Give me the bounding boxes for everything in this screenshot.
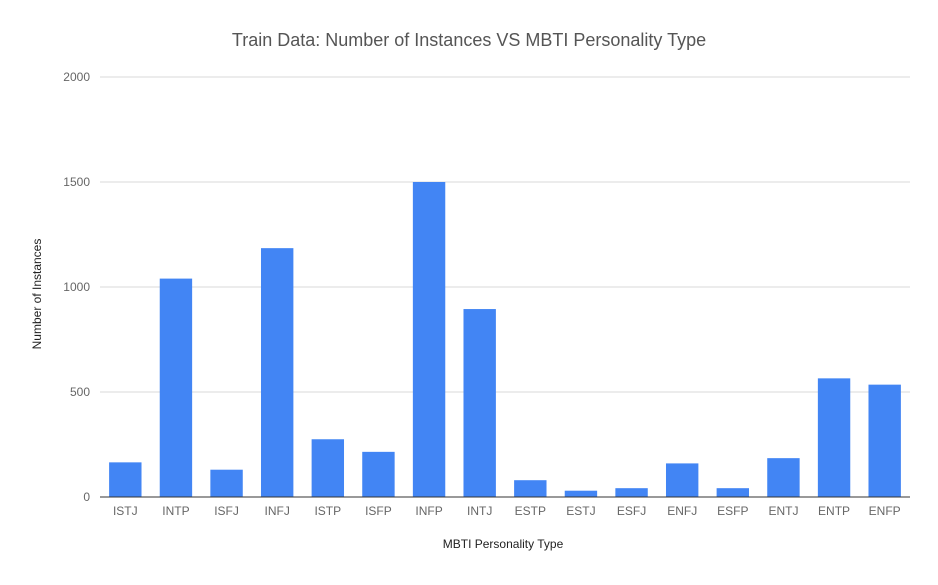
y-tick-label: 500: [70, 385, 90, 399]
bars: [109, 182, 901, 497]
bar-infp[interactable]: [412, 182, 446, 497]
x-tick-label: ESFP: [717, 504, 748, 518]
x-tick-label: ENFJ: [667, 504, 697, 518]
gridlines: [100, 76, 910, 393]
bar-entj[interactable]: [767, 458, 800, 497]
bar-isfp[interactable]: [362, 451, 395, 497]
bar-entp[interactable]: [817, 378, 851, 497]
x-tick-label: INTJ: [467, 504, 492, 518]
x-tick-label: ESFJ: [617, 504, 646, 518]
bar-istj[interactable]: [109, 462, 142, 497]
x-tick-label: ESTJ: [566, 504, 595, 518]
x-tick-label: ENTJ: [768, 504, 798, 518]
y-tick-label: 1000: [63, 280, 90, 294]
x-tick-label: ENFP: [869, 504, 901, 518]
y-tick-label: 1500: [63, 175, 90, 189]
bar-estj[interactable]: [564, 490, 598, 497]
x-tick-label: ESTP: [515, 504, 546, 518]
bar-esfj[interactable]: [615, 488, 648, 497]
x-tick-label: INFP: [415, 504, 442, 518]
x-tick-label: ENTP: [818, 504, 850, 518]
x-axis-ticks: ISTJ INTP ISFJ INFJ ISTP ISFP INFP INTJ ESTP ESTJ…: [113, 504, 901, 518]
x-tick-label: INTP: [162, 504, 189, 518]
x-tick-label: INFJ: [265, 504, 290, 518]
x-tick-label: ISTJ: [113, 504, 138, 518]
bar-istp[interactable]: [311, 439, 345, 497]
bar-esfp[interactable]: [716, 488, 750, 497]
y-tick-label: 2000: [63, 70, 90, 84]
y-axis-title: Number of Instances: [30, 239, 44, 350]
bar-infj[interactable]: [260, 248, 294, 497]
x-axis-title: MBTI Personality Type: [443, 537, 564, 551]
bar-enfj[interactable]: [665, 463, 699, 497]
y-axis-ticks: 0 500 1000 1500 2000: [63, 70, 90, 504]
chart-title: Train Data: Number of Instances VS MBTI …: [232, 30, 706, 50]
bar-isfj[interactable]: [210, 469, 243, 497]
x-tick-label: ISTP: [314, 504, 341, 518]
bar-intp[interactable]: [159, 278, 193, 497]
y-tick-label: 0: [83, 490, 90, 504]
bar-estp[interactable]: [514, 480, 547, 497]
x-tick-label: ISFJ: [214, 504, 239, 518]
bar-enfp[interactable]: [868, 384, 901, 497]
bar-intj[interactable]: [463, 309, 496, 497]
x-tick-label: ISFP: [365, 504, 392, 518]
